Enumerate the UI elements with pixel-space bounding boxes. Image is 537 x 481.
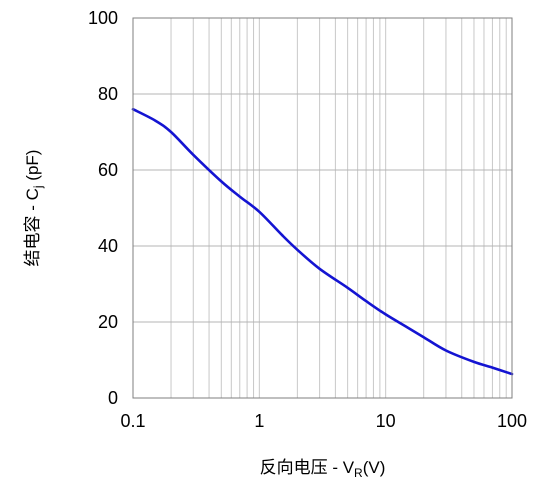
x-axis-title-unit: (V) [363,458,386,477]
x-tick-label: 1 [254,411,264,431]
x-tick-label: 10 [376,411,396,431]
grid [133,18,512,398]
y-axis-title: 结电容 - Cj (pF) [23,150,45,267]
x-tick-label: 0.1 [120,411,145,431]
x-axis-title: 反向电压 - VR(V) [260,458,386,480]
x-axis-title-subscript: R [354,466,363,480]
x-axis-title-main: 反向电压 - V [260,458,355,477]
plot-frame [132,17,513,399]
y-axis-title-unit: (pF) [23,150,42,186]
x-tick-label: 100 [497,411,527,431]
y-tick-label: 60 [98,160,118,180]
y-tick-label: 100 [88,8,118,28]
y-tick-label: 80 [98,84,118,104]
y-tick-labels: 0 20 40 60 80 100 [88,8,118,408]
series-line [131,107,514,376]
y-axis-title-subscript: j [31,185,45,189]
x-tick-labels: 0.1 1 10 100 [120,411,527,431]
y-tick-label: 20 [98,312,118,332]
y-axis-title-main: 结电容 - C [23,188,42,266]
y-tick-label: 40 [98,236,118,256]
y-tick-label: 0 [108,388,118,408]
series-line-group [131,107,514,376]
